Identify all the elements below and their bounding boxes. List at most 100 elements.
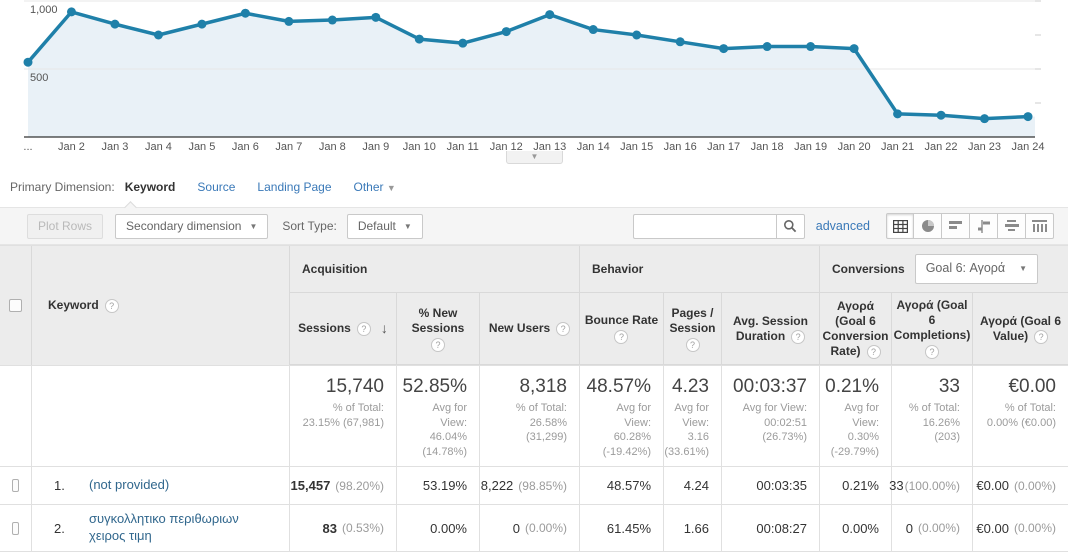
secondary-dimension-dropdown[interactable]: Secondary dimension ▼ — [115, 213, 269, 239]
pivot-view-button[interactable] — [1026, 213, 1054, 239]
help-icon[interactable]: ? — [614, 330, 629, 344]
keyword-cell: 2. συγκολλητικο περιθωριων χειρος τιμη — [32, 505, 290, 551]
keyword-header-label: Keyword — [48, 298, 99, 312]
new-users-pct: (0.00%) — [524, 521, 567, 536]
completions-value: 0 — [905, 520, 913, 536]
help-icon[interactable]: ? — [356, 321, 371, 336]
sessions-pct: (0.53%) — [341, 521, 384, 536]
advanced-search-link[interactable]: advanced — [815, 219, 870, 233]
data-point[interactable] — [197, 19, 207, 29]
column-header-avg-session-duration[interactable]: Avg. Session Duration? — [722, 293, 820, 365]
percentage-view-button[interactable] — [914, 213, 942, 239]
keyword-link[interactable]: (not provided) — [89, 477, 170, 493]
totals-new-users-value: 8,318 — [519, 376, 567, 397]
search-input[interactable] — [632, 213, 776, 239]
data-point[interactable] — [719, 44, 729, 54]
dimension-tab-source[interactable]: Source — [197, 179, 236, 194]
dimension-tab-landing-page[interactable]: Landing Page — [257, 179, 332, 194]
data-point[interactable] — [66, 7, 76, 17]
totals-new-users-note: % of Total: 26.58% (31,299) — [515, 401, 567, 444]
column-header-sessions[interactable]: Sessions ? ↓ — [290, 293, 397, 365]
conv-rate-value: 0.21% — [842, 478, 879, 494]
help-icon[interactable]: ? — [1034, 329, 1049, 344]
term-cloud-view-button[interactable] — [998, 213, 1026, 239]
totals-conv-rate: 0.21% Avg for View: 0.30% (-29.79%) — [820, 366, 892, 467]
completions-value: 33 — [889, 478, 904, 494]
comparison-view-button[interactable] — [970, 213, 998, 239]
completions-cell: 33 (100.00%) — [889, 467, 973, 505]
keyword-link[interactable]: συγκολλητικο περιθωριων χειρος τιμη — [89, 511, 239, 544]
data-point[interactable] — [936, 110, 946, 120]
help-icon[interactable]: ? — [431, 337, 445, 352]
sort-descending-icon[interactable]: ↓ — [380, 319, 388, 336]
data-point[interactable] — [240, 8, 250, 18]
select-all-checkbox[interactable] — [9, 299, 22, 312]
column-header-keyword[interactable]: Keyword ? — [32, 246, 290, 365]
x-axis-tick-label: Jan 13 — [533, 141, 566, 152]
new-sessions-cell: 0.00% — [397, 505, 480, 551]
data-point[interactable] — [980, 114, 990, 124]
x-axis-tick-label: Jan 23 — [968, 141, 1001, 152]
x-axis-tick-label: Jan 21 — [881, 141, 914, 152]
data-point[interactable] — [762, 42, 772, 52]
data-point[interactable] — [675, 37, 685, 47]
data-point[interactable] — [23, 57, 33, 67]
plot-rows-button[interactable]: Plot Rows — [27, 213, 104, 239]
select-all-cell — [0, 246, 32, 365]
help-icon[interactable]: ? — [104, 298, 119, 313]
column-header-goal-value[interactable]: Αγορά (Goal 6 Value)? — [973, 293, 1068, 365]
data-point[interactable] — [327, 15, 337, 25]
data-point[interactable] — [153, 30, 163, 40]
data-point[interactable] — [806, 42, 816, 52]
row-checkbox[interactable] — [12, 521, 19, 535]
x-axis-tick-label: Jan 6 — [232, 141, 259, 152]
totals-completions-value: 33 — [938, 376, 960, 397]
dimension-tab-other[interactable]: Other ▼ — [354, 180, 396, 194]
behavior-label: Behavior — [592, 261, 644, 276]
sort-type-dropdown[interactable]: Default ▼ — [346, 213, 423, 239]
data-point[interactable] — [588, 25, 598, 35]
column-header-goal-completions[interactable]: Αγορά (Goal 6 Completions)? — [892, 293, 973, 365]
data-point[interactable] — [1023, 112, 1033, 122]
help-icon[interactable]: ? — [791, 329, 806, 344]
column-header-pages-session[interactable]: Pages / Session? — [664, 293, 722, 365]
data-table-view-button[interactable] — [886, 213, 914, 239]
data-point[interactable] — [110, 19, 120, 29]
data-point[interactable] — [371, 12, 381, 22]
totals-value-value: €0.00 — [1008, 376, 1056, 397]
performance-view-button[interactable] — [942, 213, 970, 239]
data-point[interactable] — [632, 30, 642, 40]
data-point[interactable] — [458, 38, 468, 48]
chart-collapse-handle[interactable]: ▼ — [506, 151, 563, 164]
chart-area-fill — [28, 11, 1035, 138]
data-point[interactable] — [893, 109, 903, 119]
dimension-tab-keyword[interactable]: Keyword — [124, 179, 176, 194]
column-header-new-users[interactable]: New Users ? — [480, 293, 580, 365]
goal-selector-dropdown[interactable]: Goal 6: Αγορά ▼ — [914, 254, 1039, 284]
y-axis-tick-label: 500 — [30, 72, 48, 84]
data-point[interactable] — [284, 16, 294, 26]
data-point[interactable] — [501, 27, 511, 37]
data-point[interactable] — [849, 44, 859, 54]
totals-avg-duration-value: 00:03:37 — [733, 376, 807, 397]
data-point[interactable] — [414, 34, 424, 44]
search-button[interactable] — [775, 213, 805, 239]
column-header-new-sessions[interactable]: % New Sessions? — [397, 293, 480, 365]
bounce-rate-value: 61.45% — [606, 520, 651, 536]
help-icon[interactable]: ? — [685, 337, 700, 352]
dimension-tab-other-label: Other — [353, 179, 384, 194]
column-header-goal-conversion-rate[interactable]: Αγορά (Goal 6 Conversion Rate)? — [820, 293, 892, 365]
new-users-value: 8,222 — [480, 478, 514, 494]
keywords-data-table: Keyword ? Acquisition Behavior Conversio… — [0, 245, 1068, 552]
bounce-rate-cell: 48.57% — [580, 467, 664, 505]
row-checkbox[interactable] — [12, 479, 19, 493]
help-icon[interactable]: ? — [866, 344, 881, 359]
new-sessions-cell: 53.19% — [397, 467, 480, 505]
help-icon[interactable]: ? — [556, 321, 571, 336]
data-point[interactable] — [545, 10, 555, 20]
pages-session-value: 4.24 — [683, 478, 709, 494]
goal-value-pct: (0.00%) — [1013, 478, 1056, 493]
x-axis-tick-label: Jan 22 — [925, 141, 958, 152]
column-header-bounce-rate[interactable]: Bounce Rate? — [580, 293, 664, 365]
help-icon[interactable]: ? — [925, 345, 939, 359]
